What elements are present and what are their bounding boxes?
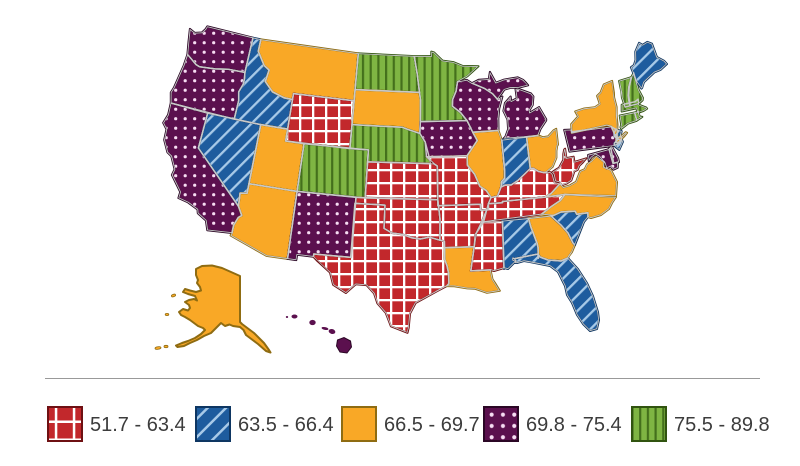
svg-text:51.7 - 63.4: 51.7 - 63.4	[90, 414, 186, 436]
svg-text:63.5 - 66.4: 63.5 - 66.4	[238, 414, 334, 436]
svg-text:66.5 - 69.7: 66.5 - 69.7	[384, 414, 480, 436]
svg-text:69.8 - 75.4: 69.8 - 75.4	[526, 414, 622, 436]
svg-text:75.5 - 89.8: 75.5 - 89.8	[674, 414, 770, 436]
